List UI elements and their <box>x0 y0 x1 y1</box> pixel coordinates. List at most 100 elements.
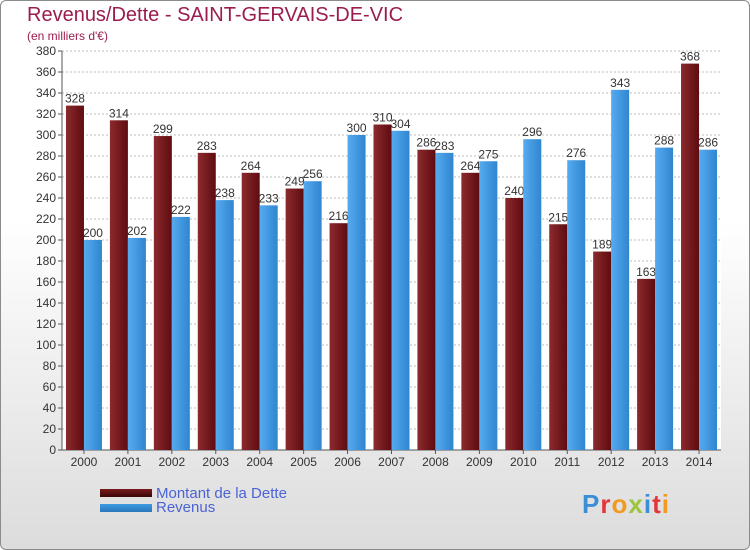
data-label-revenue: 300 <box>347 121 367 135</box>
y-tick-label: 60 <box>43 380 57 394</box>
bar-debt <box>637 278 656 450</box>
data-label-debt: 299 <box>153 122 173 136</box>
bar-revenue <box>303 181 322 450</box>
x-tick-label: 2002 <box>158 455 185 469</box>
data-label-revenue: 283 <box>434 139 454 153</box>
data-label-revenue: 222 <box>171 203 191 217</box>
data-label-debt: 264 <box>241 159 261 173</box>
bar-debt <box>241 172 260 451</box>
y-tick-label: 240 <box>36 191 56 205</box>
data-label-revenue: 275 <box>478 147 498 161</box>
y-tick-label: 40 <box>43 401 57 415</box>
data-label-revenue: 200 <box>83 226 103 240</box>
y-tick-label: 160 <box>36 275 56 289</box>
logo-letter: t <box>652 489 662 519</box>
legend-label-debt: Montant de la Dette <box>156 485 287 502</box>
data-label-debt: 163 <box>636 265 656 279</box>
x-tick-label: 2009 <box>466 455 493 469</box>
bar-debt <box>461 172 480 451</box>
data-label-debt: 189 <box>592 238 612 252</box>
chart-subtitle: (en milliers d'€) <box>27 29 108 43</box>
data-label-debt: 240 <box>504 184 524 198</box>
data-label-revenue: 233 <box>259 191 279 205</box>
y-tick-label: 120 <box>36 317 56 331</box>
data-label-debt: 314 <box>109 106 129 120</box>
legend-swatch-revenue <box>100 504 152 512</box>
x-tick-label: 2000 <box>71 455 98 469</box>
bar-revenue <box>699 149 718 450</box>
y-tick-label: 380 <box>36 44 56 58</box>
data-label-revenue: 202 <box>127 224 147 238</box>
data-label-revenue: 288 <box>654 134 674 148</box>
y-tick-label: 100 <box>36 338 56 352</box>
x-tick-label: 2005 <box>290 455 317 469</box>
bar-revenue <box>567 160 586 450</box>
x-tick-label: 2006 <box>334 455 361 469</box>
data-label-revenue: 276 <box>566 146 586 160</box>
x-tick-label: 2007 <box>378 455 405 469</box>
x-tick-label: 2013 <box>642 455 669 469</box>
data-label-debt: 249 <box>285 175 305 189</box>
bar-debt <box>109 120 128 451</box>
data-label-debt: 368 <box>680 50 700 64</box>
x-tick-label: 2011 <box>554 455 580 469</box>
y-tick-label: 0 <box>49 443 56 457</box>
bar-revenue <box>655 147 674 450</box>
bar-debt <box>65 105 84 450</box>
y-tick-label: 280 <box>36 149 56 163</box>
x-tick-label: 2008 <box>422 455 449 469</box>
x-tick-label: 2001 <box>115 455 142 469</box>
data-label-debt: 215 <box>548 210 568 224</box>
legend-swatch-debt <box>100 489 152 497</box>
y-tick-label: 220 <box>36 212 56 226</box>
logo-letter: i <box>661 489 670 519</box>
x-tick-label: 2010 <box>510 455 537 469</box>
data-label-debt: 283 <box>197 139 217 153</box>
data-label-revenue: 256 <box>303 167 323 181</box>
bar-revenue <box>347 135 366 450</box>
bar-debt <box>329 223 348 450</box>
legend-label-revenue: Revenus <box>156 499 216 516</box>
bar-debt <box>197 152 216 450</box>
y-tick-label: 260 <box>36 170 56 184</box>
y-tick-label: 340 <box>36 86 56 100</box>
data-label-revenue: 286 <box>698 136 718 150</box>
y-tick-label: 80 <box>43 359 57 373</box>
logo-letter: o <box>611 489 629 519</box>
y-tick-label: 200 <box>36 233 56 247</box>
data-label-debt: 328 <box>65 92 85 106</box>
logo-letter: P <box>582 489 601 519</box>
data-label-debt: 216 <box>329 209 349 223</box>
bar-debt <box>417 149 436 450</box>
bar-revenue <box>435 152 454 450</box>
data-label-debt: 264 <box>460 159 480 173</box>
bar-debt <box>681 63 700 450</box>
y-tick-label: 300 <box>36 128 56 142</box>
y-tick-label: 20 <box>43 422 57 436</box>
bar-revenue <box>479 161 498 450</box>
bar-debt <box>505 198 524 450</box>
bar-debt <box>549 224 568 450</box>
proxiti-logo: Proxiti <box>582 489 670 520</box>
bar-revenue <box>127 237 146 450</box>
data-label-revenue: 296 <box>522 125 542 139</box>
bar-debt <box>285 188 304 451</box>
bar-debt <box>153 136 172 451</box>
bar-debt <box>373 124 392 450</box>
data-label-revenue: 238 <box>215 186 235 200</box>
y-tick-label: 180 <box>36 254 56 268</box>
logo-letter: i <box>643 489 653 519</box>
y-tick-label: 320 <box>36 107 56 121</box>
x-tick-label: 2014 <box>686 455 713 469</box>
y-tick-label: 140 <box>36 296 56 310</box>
data-label-revenue: 304 <box>390 117 410 131</box>
data-label-debt: 286 <box>416 136 436 150</box>
logo-letter: r <box>600 489 612 519</box>
data-label-revenue: 343 <box>610 76 630 90</box>
x-tick-label: 2003 <box>202 455 229 469</box>
bar-revenue <box>171 216 190 450</box>
bar-revenue <box>523 139 542 450</box>
bar-revenue <box>611 89 630 450</box>
bar-debt <box>593 251 612 450</box>
